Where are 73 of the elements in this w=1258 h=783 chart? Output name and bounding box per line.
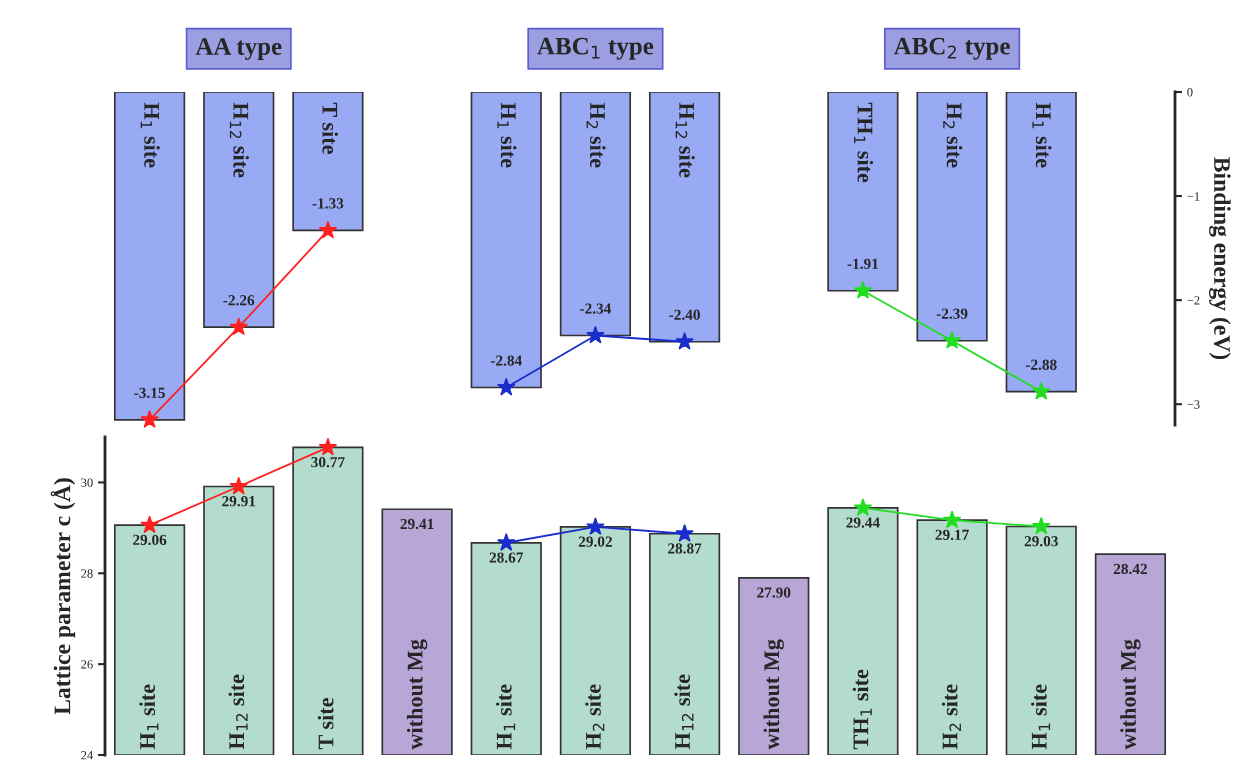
category-label: TH$_{1}$ site	[852, 669, 872, 750]
data-label: -2.88	[1025, 359, 1057, 370]
point	[586, 325, 605, 344]
data-label: -2.26	[223, 295, 255, 306]
data-label: 29.41	[400, 518, 434, 530]
category-label: H$_{2}$ site	[585, 684, 605, 750]
data-label: 27.90	[757, 587, 791, 598]
point	[140, 515, 159, 534]
data-label: -2.40	[669, 309, 700, 320]
point	[318, 437, 338, 456]
x-tick-label: H$_{1}$ site	[497, 102, 517, 168]
category-label: H$_{1}$ site	[1031, 684, 1051, 750]
point	[496, 533, 516, 551]
point	[942, 330, 962, 349]
point	[140, 410, 159, 428]
data-label: 29.91	[222, 496, 256, 507]
data-label: -1.91	[847, 258, 879, 269]
y2-axis-title: Binding energy (eV)	[1209, 157, 1231, 360]
data-label: 29.06	[133, 534, 167, 546]
data-label: -2.34	[580, 303, 612, 314]
point	[229, 476, 249, 495]
data-label: 29.03	[1024, 536, 1058, 547]
point	[675, 332, 694, 350]
data-label: -3.15	[134, 387, 165, 399]
text: ABC$_{1}$ type	[537, 37, 654, 60]
y-tick-label: 24	[81, 751, 93, 760]
category-label: H$_{1}$ site	[496, 684, 516, 750]
text: ABC$_{2}$ type	[893, 37, 1010, 60]
data-label: 30.77	[311, 456, 345, 468]
category-label: H$_{2}$ site	[941, 684, 961, 750]
x-tick-label: H$_{2}$ site	[586, 102, 606, 168]
point	[586, 517, 605, 535]
data-label: -2.84	[490, 355, 522, 366]
x-tick-label: T site	[322, 102, 338, 154]
point	[1031, 381, 1051, 400]
category-label: H$_{12}$ site	[228, 674, 248, 750]
data-label: 28.87	[668, 543, 702, 554]
y2-tick-label: −2	[1187, 296, 1200, 305]
y2-tick-label: 0	[1187, 88, 1193, 97]
category-label: T site	[317, 698, 334, 750]
point	[675, 524, 694, 542]
x-tick-label: H$_{12}$ site	[675, 102, 695, 178]
data-label: 29.02	[578, 536, 612, 547]
y2-tick-label: −3	[1187, 400, 1200, 409]
point	[318, 220, 338, 239]
y-tick-label: 30	[81, 478, 93, 487]
point	[229, 317, 249, 336]
point	[853, 498, 873, 516]
data-label: 29.17	[935, 529, 969, 541]
x-tick-label: H$_{1}$ site	[1032, 102, 1052, 168]
category-label: without Mg	[1120, 639, 1141, 750]
data-label: 28.67	[489, 552, 524, 563]
y-axis-title: Lattice parameter c (Å)	[50, 478, 76, 715]
data-label: -1.33	[312, 198, 344, 209]
y2-tick-label: −1	[1187, 192, 1200, 201]
point	[942, 510, 962, 529]
category-label: H$_{1}$ site	[139, 684, 159, 750]
data-label: 28.42	[1113, 563, 1147, 575]
point	[1031, 516, 1051, 535]
x-tick-label: H$_{2}$ site	[943, 102, 963, 168]
data-label: -2.39	[936, 308, 968, 319]
point	[853, 281, 873, 299]
x-tick-label: TH$_{1}$ site	[854, 102, 874, 183]
point	[496, 377, 516, 396]
y-tick-label: 26	[81, 660, 93, 669]
text: AA type	[195, 38, 282, 61]
category-label: without Mg	[406, 639, 428, 750]
x-tick-label: H$_{1}$ site	[140, 102, 160, 168]
y-tick-label: 28	[81, 569, 93, 578]
category-label: without Mg	[763, 639, 784, 750]
category-label: H$_{12}$ site	[674, 674, 694, 750]
data-label: 29.44	[846, 517, 880, 528]
x-tick-label: H$_{12}$ site	[229, 102, 249, 178]
